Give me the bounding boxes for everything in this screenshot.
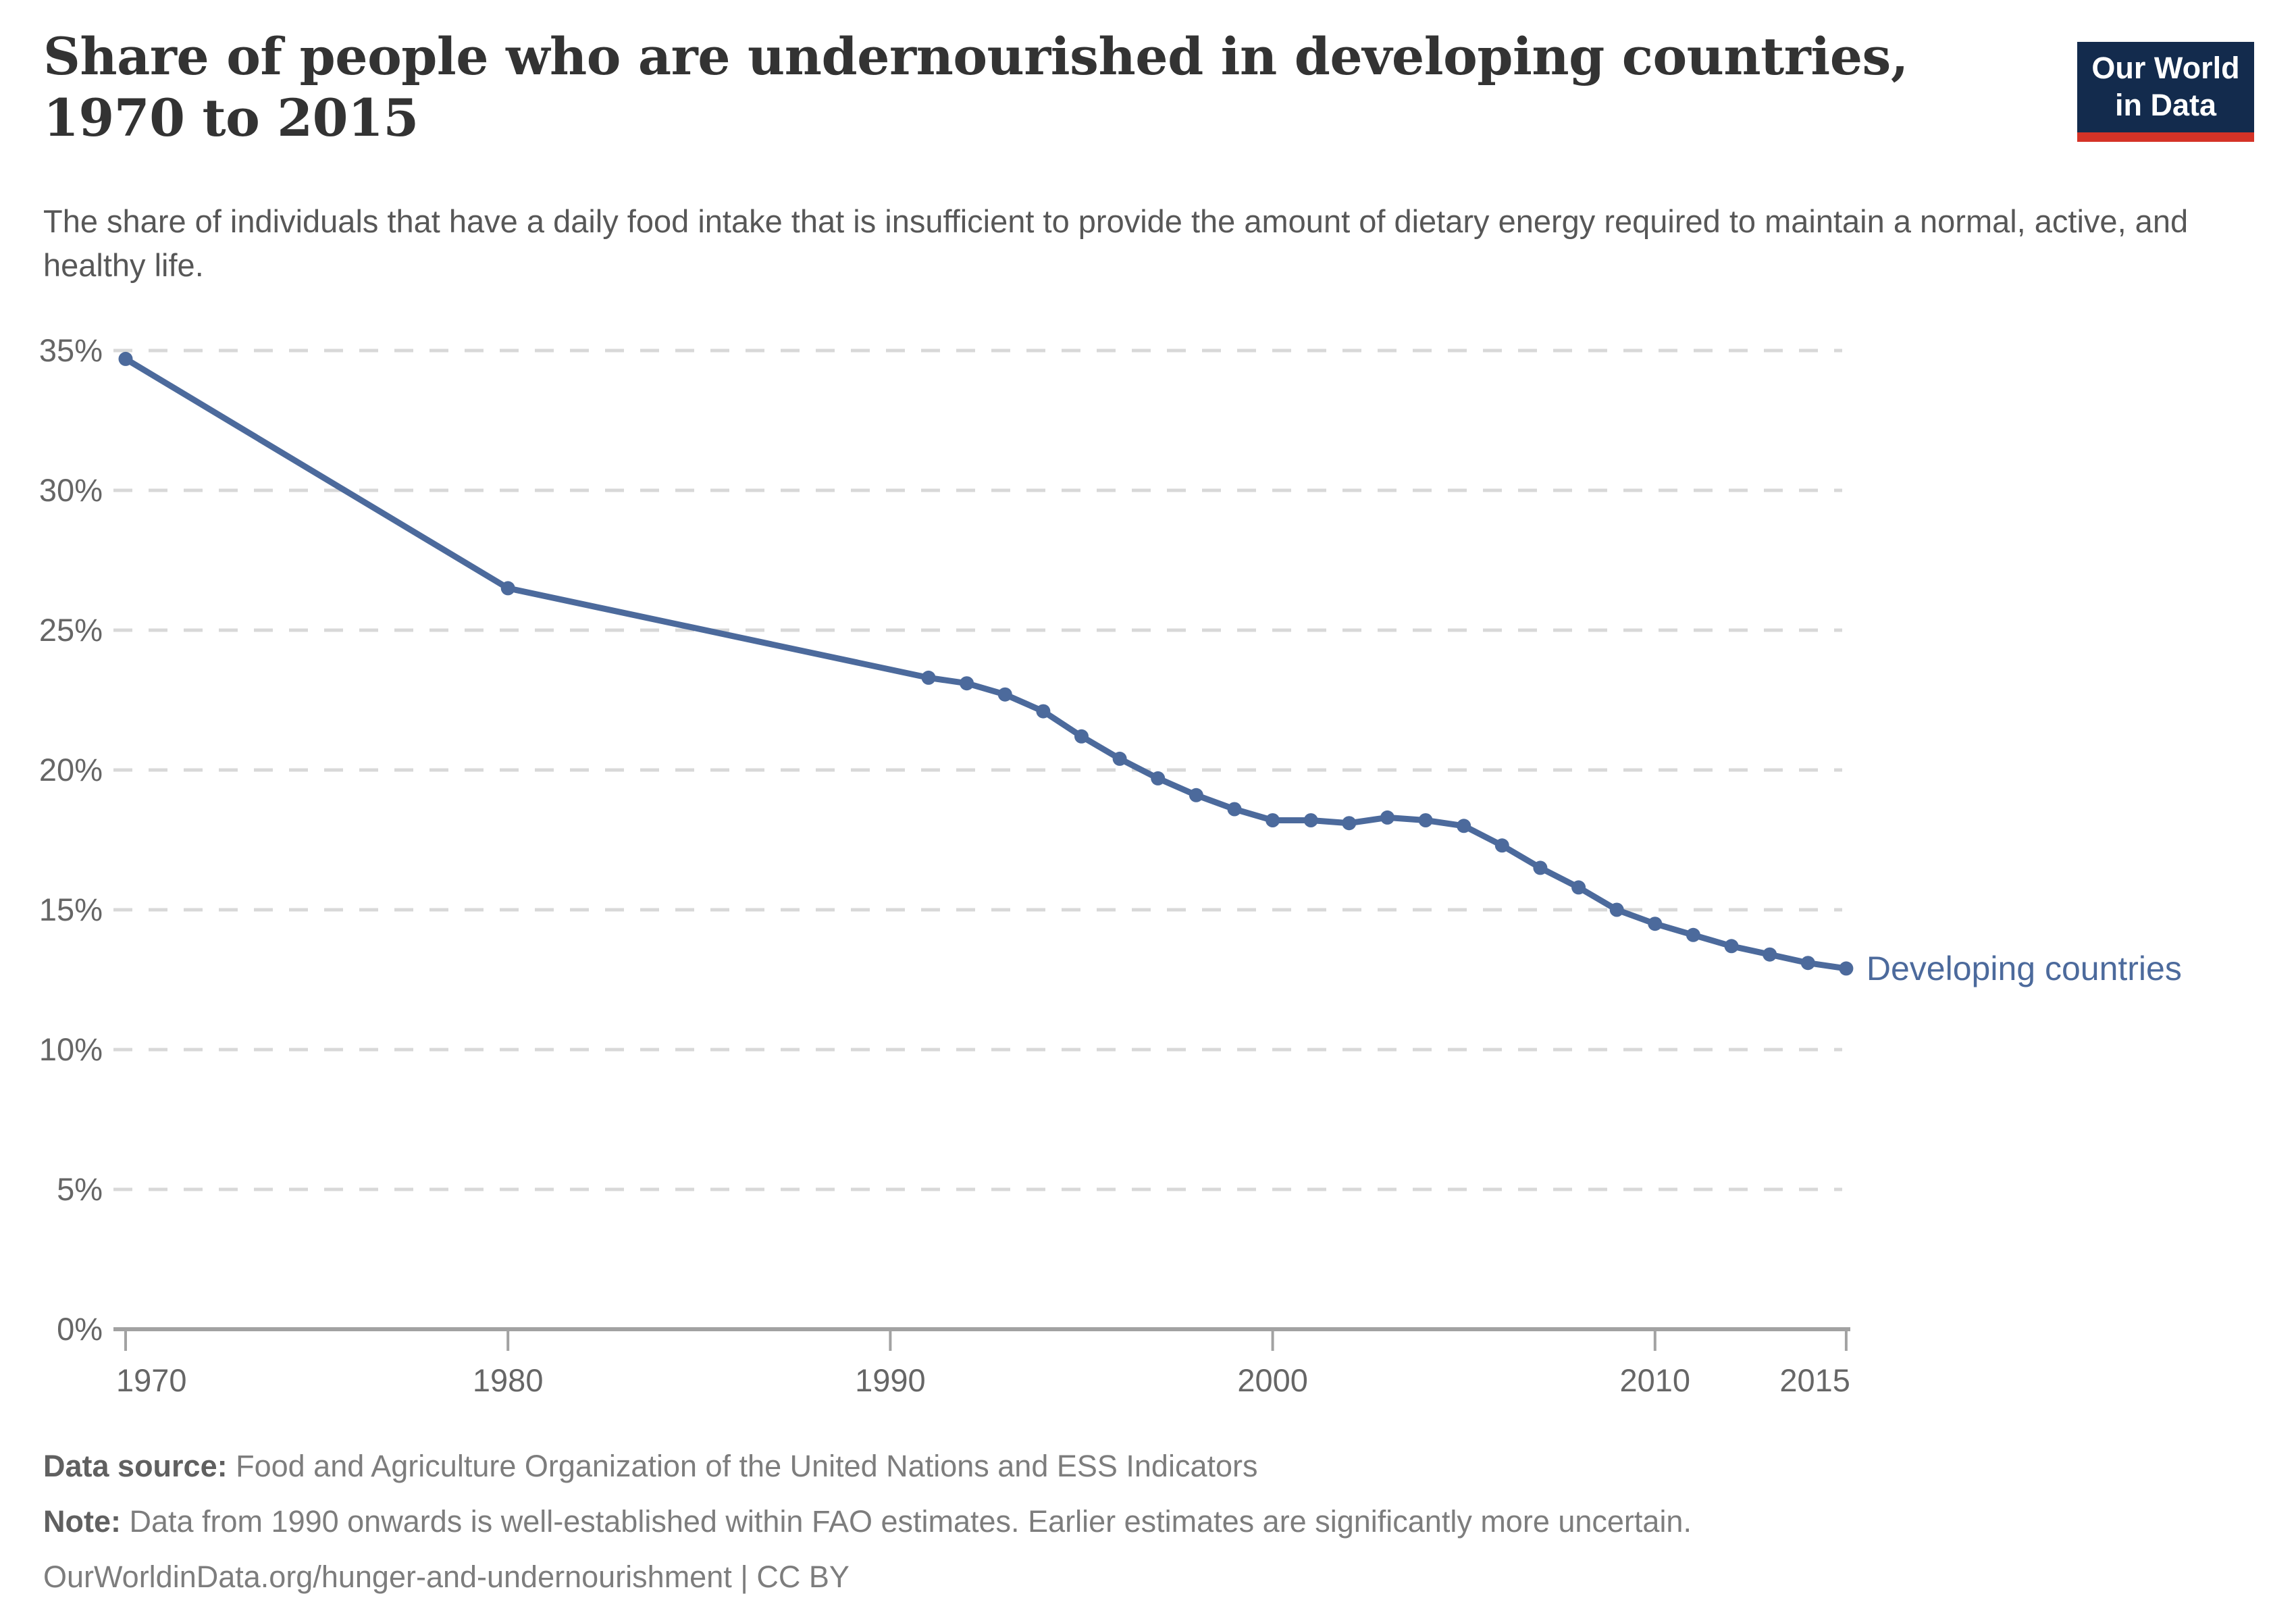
data-source-row: Data source: Food and Agriculture Organi… xyxy=(43,1451,2245,1481)
data-point-2013[interactable] xyxy=(1763,947,1777,962)
data-point-2007[interactable] xyxy=(1533,860,1548,875)
y-tick-label-15: 15% xyxy=(39,892,103,927)
chart-title: Share of people who are undernourished i… xyxy=(43,26,1908,149)
data-point-1995[interactable] xyxy=(1074,729,1089,744)
data-point-2003[interactable] xyxy=(1380,810,1394,825)
owid-logo-text-line2: in Data xyxy=(2114,88,2217,122)
y-tick-label-5: 5% xyxy=(57,1171,103,1207)
y-tick-label-10: 10% xyxy=(39,1031,103,1067)
y-tick-label-0: 0% xyxy=(57,1311,103,1347)
owid-logo[interactable]: Our World in Data xyxy=(2077,42,2254,142)
series-label-developing-countries[interactable]: Developing countries xyxy=(1867,950,2182,987)
x-tick-label-2010: 2010 xyxy=(1620,1362,1691,1398)
data-point-2002[interactable] xyxy=(1342,816,1357,831)
x-tick-label-2000: 2000 xyxy=(1237,1362,1308,1398)
data-point-1998[interactable] xyxy=(1189,788,1203,802)
owid-logo-box: Our World in Data xyxy=(2077,42,2254,132)
data-source-text: Food and Agriculture Organization of the… xyxy=(227,1449,1258,1483)
data-point-2001[interactable] xyxy=(1303,813,1318,827)
data-point-1970[interactable] xyxy=(118,351,133,366)
y-tick-label-30: 30% xyxy=(39,472,103,508)
data-point-2012[interactable] xyxy=(1724,939,1739,954)
y-tick-label-35: 35% xyxy=(39,332,103,368)
data-point-1996[interactable] xyxy=(1112,751,1127,766)
data-point-2014[interactable] xyxy=(1800,956,1815,971)
y-tick-label-20: 20% xyxy=(39,752,103,788)
citation-row: OurWorldinData.org/hunger-and-undernouri… xyxy=(43,1560,850,1594)
owid-logo-text-line1: Our World xyxy=(2091,51,2240,86)
data-point-2000[interactable] xyxy=(1266,813,1280,827)
data-point-1997[interactable] xyxy=(1151,771,1166,786)
note-text: Data from 1990 onwards is well-establish… xyxy=(120,1504,1692,1539)
data-point-1999[interactable] xyxy=(1227,802,1242,817)
data-point-2010[interactable] xyxy=(1648,917,1663,931)
data-point-1991[interactable] xyxy=(921,670,936,685)
data-point-2004[interactable] xyxy=(1418,813,1433,827)
data-point-2015[interactable] xyxy=(1839,961,1854,976)
data-point-2008[interactable] xyxy=(1571,880,1586,895)
data-point-1992[interactable] xyxy=(960,676,974,691)
x-tick-label-2015: 2015 xyxy=(1779,1362,1850,1398)
x-tick-label-1970: 1970 xyxy=(116,1362,187,1398)
y-tick-label-25: 25% xyxy=(39,612,103,648)
note-label: Note: xyxy=(43,1504,121,1539)
data-point-2009[interactable] xyxy=(1609,902,1624,917)
chart-footer: Data source: Food and Agriculture Organi… xyxy=(43,1451,2245,1617)
data-point-2011[interactable] xyxy=(1686,927,1700,942)
data-point-2006[interactable] xyxy=(1494,838,1509,853)
chart-subtitle: The share of individuals that have a dai… xyxy=(43,203,2189,283)
data-source-label: Data source: xyxy=(43,1449,228,1483)
data-point-1993[interactable] xyxy=(997,687,1012,702)
data-point-2005[interactable] xyxy=(1457,819,1471,833)
note-row: Note: Data from 1990 onwards is well-est… xyxy=(43,1506,2245,1537)
owid-logo-accent-bar xyxy=(2077,132,2254,142)
data-point-1980[interactable] xyxy=(500,581,515,596)
x-tick-label-1990: 1990 xyxy=(855,1362,926,1398)
series-line-developing-countries[interactable] xyxy=(122,355,1850,972)
data-point-1994[interactable] xyxy=(1036,704,1051,719)
x-tick-label-1980: 1980 xyxy=(473,1362,544,1398)
